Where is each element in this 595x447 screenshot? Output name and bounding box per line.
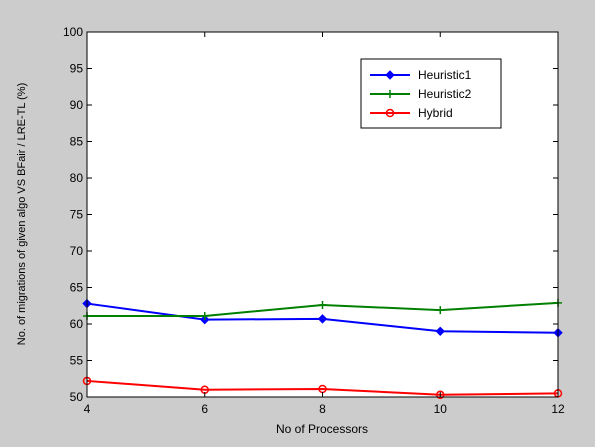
y-tick-label: 100 [63, 25, 83, 39]
y-tick-label: 70 [70, 244, 84, 258]
series-layer [82, 298, 563, 400]
y-tick-label: 65 [70, 281, 84, 295]
x-tick-label: 10 [434, 402, 448, 416]
x-axis: 4 6 8 10 12 [84, 32, 565, 416]
data-point-heuristic1 [435, 326, 445, 337]
data-point-heuristic2 [436, 306, 445, 315]
y-tick-label: 55 [70, 354, 84, 368]
legend: Heuristic1 Heuristic2 Hybrid [360, 58, 502, 129]
y-axis-label: No. of migrations of given algo VS BFair… [16, 83, 28, 345]
legend-marker-heuristic1 [385, 70, 395, 80]
y-axis: 50 55 60 65 70 75 80 85 90 95 100 [63, 25, 558, 404]
y-tick-label: 50 [70, 390, 84, 404]
y-tick-label: 60 [70, 317, 84, 331]
data-point-heuristic1 [317, 314, 328, 324]
legend-marker-hybrid [385, 108, 395, 118]
data-point-hybrid [436, 390, 445, 400]
y-tick-label: 95 [70, 62, 84, 76]
legend-label-heuristic2: Heuristic2 [418, 87, 472, 101]
legend-label-hybrid: Hybrid [418, 106, 453, 120]
y-tick-label: 80 [70, 171, 84, 185]
x-tick-label: 8 [319, 402, 326, 416]
x-tick-label: 4 [84, 402, 91, 416]
y-tick-label: 90 [70, 98, 84, 112]
data-point-heuristic2 [200, 311, 209, 320]
legend-label-heuristic1: Heuristic1 [418, 68, 472, 82]
data-point-heuristic2 [318, 301, 327, 310]
y-tick-label: 75 [70, 208, 84, 222]
series-line-hybrid [86, 379, 559, 396]
x-tick-label: 12 [551, 402, 565, 416]
x-tick-label: 6 [201, 402, 208, 416]
x-axis-label: No of Processors [276, 422, 368, 436]
legend-marker-heuristic2 [386, 90, 394, 98]
y-tick-label: 85 [70, 135, 84, 149]
